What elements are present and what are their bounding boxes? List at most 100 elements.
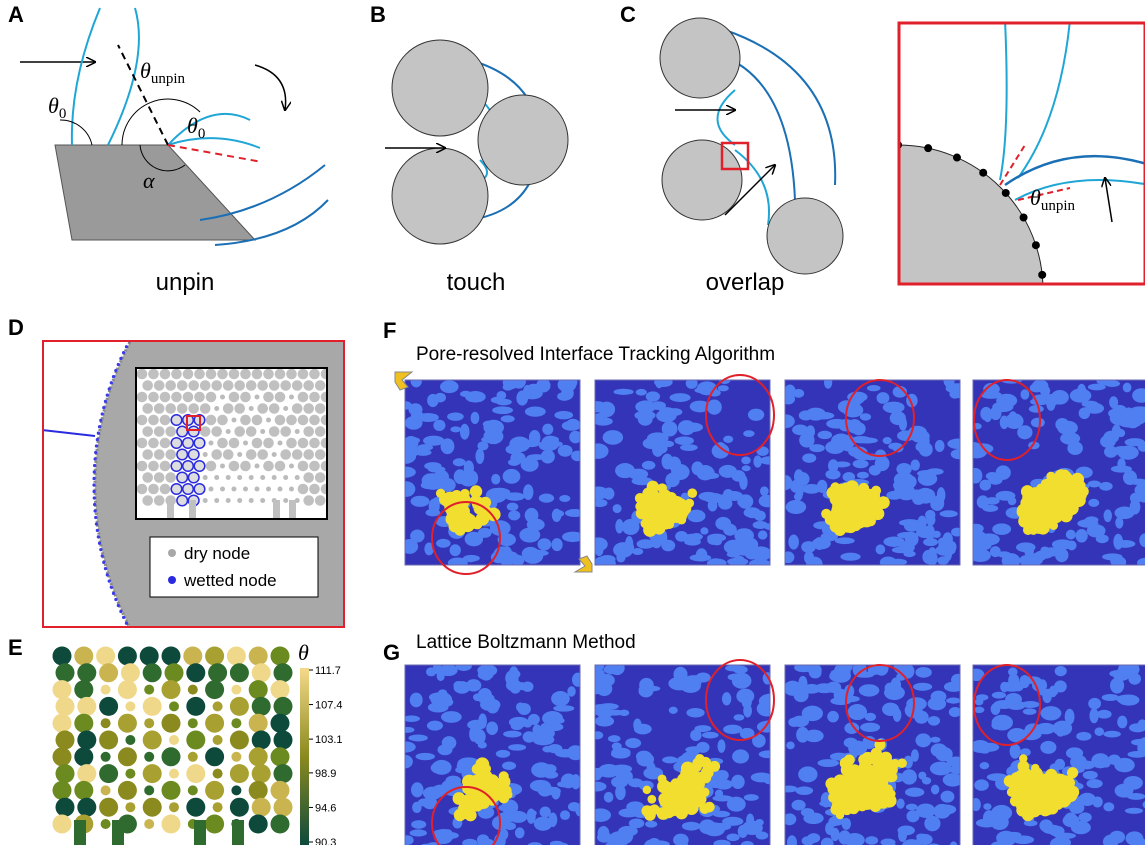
node [53, 781, 72, 800]
node [183, 484, 194, 495]
node [106, 394, 109, 397]
pore [632, 548, 643, 555]
node [254, 211, 257, 214]
node [255, 487, 260, 492]
pore [928, 716, 940, 726]
pore [618, 826, 638, 837]
pore [558, 445, 573, 457]
snapshot [395, 373, 584, 568]
pore [410, 693, 423, 708]
pore [718, 385, 729, 391]
pore [947, 439, 968, 449]
invaded [1040, 793, 1053, 806]
node [144, 785, 154, 795]
pore [501, 415, 515, 422]
pore [817, 759, 839, 767]
pore [726, 833, 739, 841]
pore [905, 787, 924, 796]
node [314, 186, 317, 189]
node [148, 392, 159, 403]
node [131, 334, 134, 337]
node [56, 798, 75, 817]
snapshot [966, 661, 1145, 845]
node [530, 199, 533, 202]
node [186, 798, 205, 817]
node [547, 208, 550, 211]
node [188, 380, 199, 391]
pore [733, 714, 744, 720]
pore [496, 750, 510, 758]
invaded [635, 493, 645, 503]
pore [916, 442, 929, 452]
node [231, 685, 241, 695]
invaded [821, 509, 831, 519]
invaded [887, 774, 895, 782]
node [205, 680, 224, 699]
node [194, 484, 205, 495]
node [570, 221, 573, 224]
invaded [470, 485, 482, 497]
node [309, 369, 320, 380]
node [177, 449, 188, 460]
pore [525, 406, 546, 416]
pore [639, 678, 654, 692]
node [137, 484, 148, 495]
pore [557, 781, 570, 787]
pore [598, 764, 620, 778]
pore [682, 422, 703, 432]
node [591, 236, 594, 239]
colorbar-ticks: 111.7107.4103.198.994.690.3 [309, 665, 343, 845]
node [206, 369, 217, 380]
pore [613, 542, 633, 558]
node [206, 415, 217, 426]
node [651, 295, 654, 298]
pore [926, 468, 943, 475]
pore [416, 753, 436, 760]
node [162, 747, 181, 766]
node [205, 747, 224, 766]
pore [610, 661, 625, 675]
node [94, 516, 97, 519]
pore [704, 473, 720, 479]
pore [779, 475, 792, 490]
invaded [839, 512, 851, 524]
node [205, 647, 224, 666]
node [500, 188, 503, 191]
pore [751, 546, 772, 561]
pore [684, 534, 703, 540]
node [364, 175, 367, 178]
pore [523, 548, 544, 563]
invaded [833, 499, 844, 510]
node [93, 457, 96, 460]
pore [802, 453, 816, 463]
invaded [861, 752, 874, 765]
node [96, 647, 115, 666]
pore [590, 808, 611, 822]
node [271, 815, 290, 834]
legend-label: wetted node [183, 571, 277, 590]
node [493, 186, 496, 189]
node [289, 464, 294, 469]
node [274, 798, 293, 817]
pore [1078, 812, 1091, 822]
pore [637, 752, 655, 766]
node [292, 449, 303, 460]
panel-letter: B [370, 2, 386, 27]
node [384, 794, 387, 797]
node [74, 680, 93, 699]
pore [743, 430, 754, 437]
pore [798, 766, 817, 782]
node [56, 697, 75, 716]
pore [486, 721, 498, 735]
pore [1040, 706, 1061, 720]
pore [528, 714, 540, 725]
node [137, 369, 148, 380]
pore [869, 465, 881, 476]
node [142, 495, 153, 506]
node [140, 647, 159, 666]
node [695, 592, 698, 595]
node [565, 217, 568, 220]
node [315, 449, 326, 460]
pore [809, 668, 822, 679]
node [101, 412, 104, 415]
